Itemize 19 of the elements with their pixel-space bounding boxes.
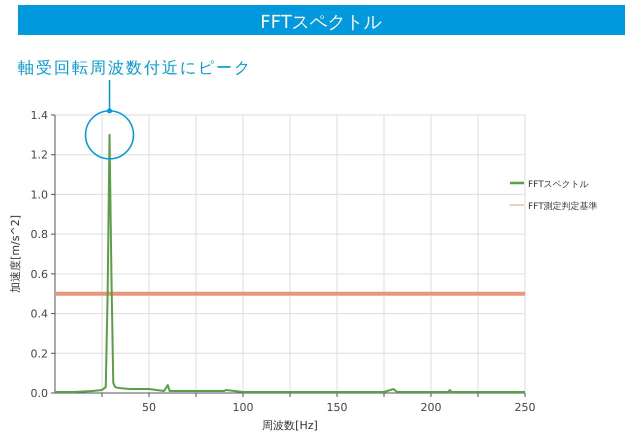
y-tick-label: 0.4 xyxy=(30,308,48,321)
x-tick-label: 250 xyxy=(514,401,536,414)
x-tick-label: 100 xyxy=(232,401,254,414)
y-tick-label: 1.4 xyxy=(30,109,48,122)
x-tick-label: 150 xyxy=(326,401,348,414)
y-tick-label: 0.6 xyxy=(30,268,48,281)
y-tick-label: 1.2 xyxy=(30,148,48,162)
x-tick-label: 50 xyxy=(142,401,156,414)
chart-title: FFTスペクトル xyxy=(260,12,382,33)
text: 1.0 xyxy=(30,188,48,202)
text: 0.0 xyxy=(30,387,48,400)
x-axis-title: 周波数[Hz] xyxy=(262,419,318,432)
y-axis-title: 加速度[m/s^2] xyxy=(9,215,22,293)
text: 軸受回転周波数付近にピーク xyxy=(18,58,252,77)
y-tick-label: 0.8 xyxy=(30,228,48,242)
legend-label: FFT測定判定基準 xyxy=(528,201,598,212)
legend-label: FFTスペクトル xyxy=(528,180,589,190)
x-tick-label: 200 xyxy=(420,401,442,414)
y-tick-label: 0.2 xyxy=(30,347,48,360)
